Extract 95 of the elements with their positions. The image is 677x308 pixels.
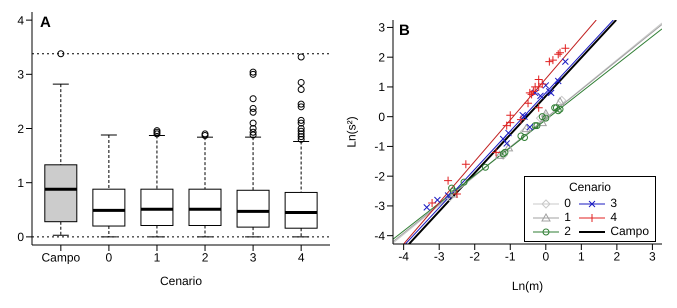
point [517,132,524,140]
point [495,150,504,159]
point [538,113,546,120]
y-tick-label: -2 [374,169,386,184]
x-axis-title: Cenario [160,274,202,288]
y-tick-label: 1 [17,176,24,190]
chart-title: B [399,22,410,39]
point [541,112,550,122]
legend-title: Cenario [568,180,612,194]
y-tick-label: -1 [374,140,386,154]
x-tick-label: 3 [649,250,656,264]
point [428,198,437,208]
x-tick-label: -3 [434,250,445,264]
point [560,44,570,53]
point [448,190,458,198]
point [524,98,533,108]
y-tick-label: 4 [17,13,24,28]
x-tick-label: -1 [504,250,516,264]
point [554,77,562,84]
point [452,190,462,199]
x-tick-label: 1 [154,250,161,265]
point [522,124,531,132]
point [506,118,515,128]
y-axis-title: Ln(s²) [344,116,358,148]
point [520,127,529,136]
point [556,48,565,58]
point [503,140,510,147]
point [554,50,563,59]
point [532,89,539,96]
point [536,92,544,100]
point [534,103,544,112]
point [548,56,558,65]
y-tick-label: 0 [17,230,24,244]
legend-label: Campo [610,224,649,238]
y-tick-label: 1 [378,80,386,94]
point [536,114,545,123]
point [502,121,512,130]
legend-label: 4 [610,210,617,224]
point [506,110,515,120]
legend-label: 3 [610,196,617,210]
point [534,82,544,92]
point [538,118,547,126]
legend-label: 1 [564,210,571,224]
x-axis-title: Ln(m) [512,279,544,293]
x-tick-label: 0 [542,250,550,264]
point [500,135,507,142]
x-tick-label: 2 [202,250,209,265]
y-tick-label: 0 [378,110,386,124]
x-tick-label: 2 [614,250,621,264]
x-tick-label: 4 [298,250,305,265]
y-tick-label: 3 [378,20,386,35]
point [528,86,538,96]
point [562,58,569,66]
y-tick-label: -3 [374,199,386,214]
x-tick-label: 1 [578,250,585,264]
point [548,89,555,96]
point [460,178,468,186]
legend-label: 0 [564,196,571,210]
point [434,196,441,204]
x-tick-label: -2 [469,250,480,264]
y-tick-label: -4 [374,228,386,243]
point [538,79,547,88]
x-tick-label: -4 [398,250,410,264]
x-tick-label: 0 [106,250,113,265]
point [423,204,430,211]
point [448,184,456,192]
x-tick-label: 3 [250,250,257,265]
point [516,115,526,124]
point [542,82,550,89]
point [542,114,550,122]
point [504,143,513,152]
point [444,176,453,186]
x-tick-label: Campo [41,250,81,265]
point [492,148,501,157]
y-tick-label: 2 [378,50,386,64]
point [444,192,452,200]
y-tick-label: 3 [17,68,24,82]
point [527,90,536,99]
point [461,160,470,169]
legend-label: 2 [564,224,571,238]
point [504,130,512,137]
point [541,109,550,118]
point [498,150,508,160]
point [520,134,528,142]
y-tick-label: 2 [17,122,24,136]
point [450,188,457,195]
point [554,107,562,114]
point [544,57,554,66]
point [546,88,553,95]
point [525,88,534,98]
point [556,106,564,113]
point [445,192,454,202]
chart-title: A [40,14,51,31]
point [526,124,534,131]
point [482,164,489,171]
